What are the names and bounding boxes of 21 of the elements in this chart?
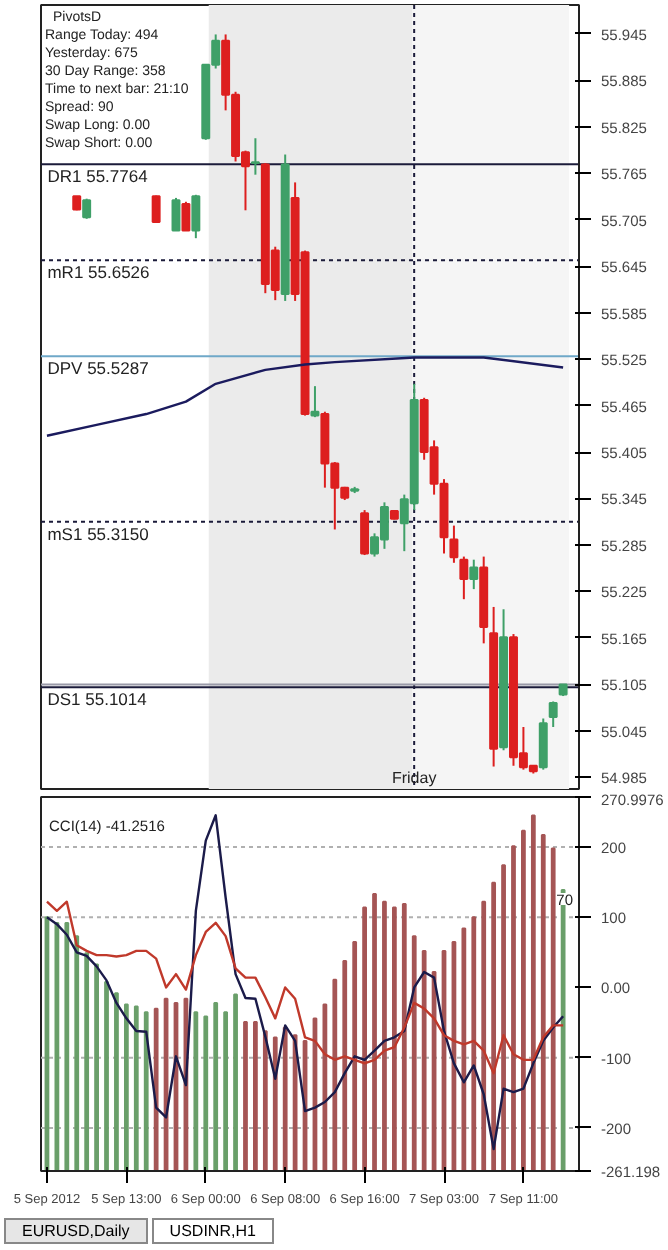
candlestick <box>250 137 260 176</box>
text: EURUSD,Daily <box>4 1218 148 1244</box>
candlestick <box>171 196 181 232</box>
candlestick <box>548 700 558 729</box>
candlestick <box>459 555 469 601</box>
candlestick <box>310 385 320 419</box>
candlestick <box>191 193 201 240</box>
candlestick <box>151 194 161 223</box>
candlestick <box>449 524 459 564</box>
text: USDINR,H1 <box>151 1218 274 1244</box>
candlestick <box>360 509 370 557</box>
ref-line-label: mS1 55.3150 <box>47 523 150 544</box>
ref-line-label: DPV 55.5287 <box>47 358 150 379</box>
ref-line-label: mR1 55.6526 <box>47 262 151 283</box>
line-series <box>45 356 565 437</box>
candlestick <box>181 200 191 232</box>
candlestick <box>538 717 548 771</box>
annotation: Friday <box>391 769 437 787</box>
ref-line-label: DR1 55.7764 <box>47 166 149 187</box>
candlestick <box>469 558 479 591</box>
ref-line-label: DS1 55.1014 <box>47 689 148 710</box>
